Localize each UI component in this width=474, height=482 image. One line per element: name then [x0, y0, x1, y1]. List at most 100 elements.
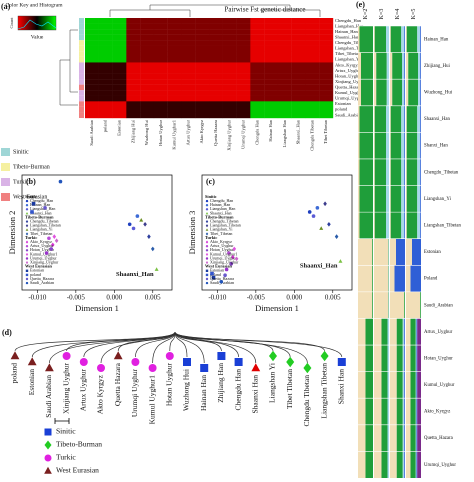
heatmap-cell: [319, 101, 334, 108]
panel-label: (c): [206, 177, 215, 186]
ancestry-segment: [381, 345, 388, 372]
ancestry-segment: [415, 451, 417, 478]
heatmap-cell: [181, 101, 196, 108]
column-label: Quetta Hazara: [213, 120, 218, 146]
marker: [229, 261, 234, 266]
legend-label: Quetta_Hazara: [30, 276, 54, 281]
legend-label: poland: [30, 272, 41, 277]
heatmap-cell: [250, 79, 265, 85]
ancestry-segment: [420, 158, 421, 186]
heatmap-cell: [319, 51, 334, 58]
heatmap-cell: [195, 51, 210, 58]
heatmap-cell: [277, 56, 292, 63]
ancestry-segment: [417, 185, 421, 213]
ancestry-segment: [358, 265, 373, 292]
heatmap-cell: [98, 101, 113, 108]
heatmap-cell: [112, 101, 127, 108]
heatmap-cell: [236, 79, 251, 85]
ancestry-segment: [376, 79, 387, 106]
ancestry-segment: [358, 345, 366, 372]
ancestry-segment: [415, 371, 417, 399]
heatmap-cell: [305, 68, 320, 74]
ancestry-segment: [359, 185, 373, 213]
legend-label: Chengdu_Tibetan: [210, 219, 239, 224]
ancestry-segment: [417, 398, 421, 425]
heatmap-cell: [126, 73, 141, 80]
ancestry-segment: [420, 26, 421, 53]
marker: [337, 358, 346, 366]
marker: [219, 279, 224, 284]
ancestry-segment: [381, 424, 388, 452]
ancestry-segment: [406, 185, 418, 213]
tree-leaf-label: Hotan Uyghur: [165, 363, 174, 407]
heatmap-cell: [140, 56, 155, 63]
marker: [79, 358, 88, 366]
ancestry-segment: [404, 371, 405, 399]
legend-label: Hainan_Han: [30, 202, 50, 207]
heatmap-cell: [195, 29, 210, 35]
ancestry-segment: [417, 424, 421, 452]
population-label: Urumqi_Uyghur: [424, 463, 456, 468]
ancestry-segment: [359, 212, 373, 239]
ancestry-segment: [387, 318, 389, 346]
heatmap-cell: [264, 106, 279, 113]
heatmap-cell: [264, 73, 279, 80]
marker: [205, 245, 209, 248]
population-label: Estonian: [424, 250, 441, 255]
heatmap-cell: [167, 95, 182, 102]
ancestry-segment: [358, 451, 366, 478]
heatmap-cell: [305, 106, 320, 113]
heatmap-cell: [195, 101, 210, 108]
heatmap-cell: [140, 84, 155, 91]
heatmap-cell: [153, 112, 168, 119]
ancestry-segment: [404, 105, 405, 133]
ancestry-segment: [386, 212, 389, 239]
ancestry-segment: [387, 424, 389, 452]
ancestry-segment: [374, 424, 382, 452]
marker: [303, 362, 312, 374]
row-group-strip: [79, 18, 84, 24]
heatmap-cell: [140, 29, 155, 35]
heatmap-cell: [112, 106, 127, 113]
heatmap-cell: [167, 29, 182, 35]
heatmap-cell: [85, 68, 99, 74]
heatmap-cell: [195, 90, 210, 96]
row-group-strip: [79, 62, 84, 68]
ancestry-segment: [387, 371, 389, 399]
ancestry-segment: [387, 451, 389, 478]
marker: [25, 249, 29, 252]
x-tick-label: -0.005: [247, 294, 266, 302]
ancestry-segment: [402, 318, 405, 346]
ancestry-segment: [374, 105, 375, 133]
legend-heading: Sinitic: [205, 194, 217, 199]
k-label: K=2: [363, 9, 369, 20]
marker: [205, 232, 209, 236]
legend-label: Liangshan_Han: [30, 206, 55, 211]
marker: [44, 466, 52, 474]
marker: [148, 364, 157, 372]
row-label: Estonian: [335, 101, 351, 106]
row-label: poland: [335, 107, 348, 112]
ancestry-segment: [417, 26, 421, 53]
heatmap-cell: [250, 56, 265, 63]
marker: [25, 257, 29, 260]
heatmap-cell: [277, 29, 292, 35]
heatmap-cell: [236, 45, 251, 52]
ancestry-segment: [390, 105, 391, 133]
heatmap-cell: [140, 112, 155, 119]
ancestry-segment: [404, 398, 405, 425]
heatmap-cell: [222, 51, 237, 58]
y-axis-label: Dimension 3: [187, 211, 197, 255]
ancestry-segment: [358, 212, 360, 239]
ancestry-segment: [374, 398, 382, 425]
column-label: Tibet Tibetan: [323, 119, 328, 144]
heatmap-cell: [236, 62, 251, 69]
k-label: K=4: [395, 9, 401, 20]
heatmap-cell: [291, 106, 306, 113]
heatmap-cell: [98, 29, 113, 35]
heatmap-cell: [112, 45, 127, 52]
ancestry-segment: [374, 238, 389, 266]
row-group-strip: [79, 101, 84, 107]
column-label: Kumul Uyghur1: [172, 120, 177, 150]
population-label: Kumul_Uyghur: [424, 383, 455, 388]
